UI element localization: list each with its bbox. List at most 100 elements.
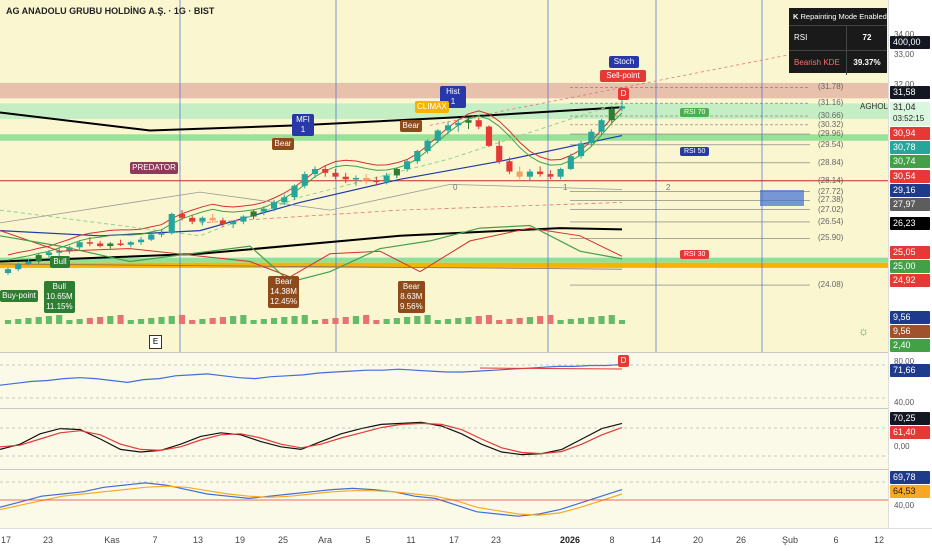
ma-red (7, 107, 623, 256)
kde-label: Bearish KDE (789, 51, 847, 75)
signal-marker-bear[interactable]: Bear (272, 138, 294, 150)
signal-marker-bear[interactable]: Bear 8.63M 9.56% (398, 281, 425, 313)
marker-label: CLIMAX (417, 102, 447, 111)
d-marker[interactable]: D (618, 88, 629, 100)
price-tag: 31,04 03:52:15 (890, 102, 930, 126)
stoch-k-line (0, 421, 623, 456)
stochastic-pane[interactable] (0, 409, 888, 469)
candle (547, 170, 554, 180)
volume-bar (588, 317, 595, 324)
signal-marker-label[interactable]: MFI 1 (292, 114, 314, 136)
marker-label: Bear (275, 277, 293, 286)
candle (86, 237, 93, 247)
stochastic-chart (0, 421, 888, 457)
candle (526, 168, 533, 181)
candle (4, 267, 12, 275)
candle (588, 129, 595, 146)
pane-separator[interactable] (0, 352, 932, 353)
candle (127, 240, 134, 248)
rsi-level-label: RSI 70 (680, 108, 710, 117)
signal-marker-sell[interactable]: Sell-point (600, 70, 646, 82)
candle (219, 217, 226, 227)
volume-bar (35, 317, 42, 324)
signal-marker-bear[interactable]: Bear (400, 120, 422, 132)
volume-bar (465, 317, 472, 324)
signal-marker-bull[interactable]: Bull (50, 256, 70, 268)
signal-marker-label[interactable]: Stoch (609, 56, 639, 68)
rsi-chart (0, 363, 888, 399)
price-tick: 40,00 (894, 398, 915, 407)
volume-bar (577, 318, 585, 324)
price-tag: 27,97 (890, 198, 930, 211)
candle (496, 140, 503, 164)
candle (301, 171, 308, 189)
candlestick-chart[interactable] (0, 0, 888, 352)
candle (608, 106, 615, 123)
tsi-line (0, 482, 623, 517)
ma-200-lower (0, 227, 623, 263)
main-chart-pane[interactable]: AG ANADOLU GRUBU HOLDİNG A.Ş. · 1G · BIS… (0, 0, 888, 352)
volume-bar (485, 315, 493, 324)
volume-bar (537, 316, 544, 324)
volume-bar (455, 318, 462, 324)
time-axis[interactable]: 17 23 Kas 7 13 19 25 Ara 5 11 17 23 2026 8 14 20 26 Şub 6 1… (0, 528, 932, 551)
volume-bar (598, 316, 605, 324)
pane-separator[interactable] (0, 469, 932, 470)
marker-label: Bear (274, 139, 292, 148)
signal-marker-predator[interactable]: PREDATOR (130, 162, 178, 174)
pane-separator[interactable] (0, 408, 932, 409)
rsi-price-tag: 71,66 (890, 364, 930, 377)
volume-bar (137, 319, 145, 324)
time-tick: 17 (0, 535, 12, 545)
rsi-pane[interactable] (0, 353, 888, 408)
tsi-pane[interactable] (0, 470, 888, 528)
signal-marker-buy[interactable]: Buy-point (0, 290, 38, 302)
support-band (0, 257, 888, 263)
candle (598, 118, 605, 135)
volume-bar (25, 318, 32, 324)
d-marker[interactable]: D (618, 355, 629, 367)
price-tick: 33,00 (894, 50, 915, 59)
volume-bar (209, 318, 216, 324)
candle (250, 210, 257, 220)
price-tag: 25,05 (890, 246, 930, 259)
stoch-d-line (0, 422, 623, 455)
volume-bar (178, 315, 186, 324)
marker-sub: 14.38M (270, 287, 297, 296)
sun-icon[interactable]: ☼ (858, 324, 869, 338)
volume-bar (281, 317, 288, 324)
candle (557, 167, 564, 180)
level-label: (28.84) (818, 157, 844, 167)
candle (56, 247, 63, 257)
candle (291, 184, 298, 200)
volume-bar (66, 320, 73, 324)
candle (444, 121, 452, 135)
price-tag: 29,16 (890, 184, 930, 197)
volume-bar (526, 317, 533, 324)
level-label: (25.90) (818, 233, 844, 243)
symbol-label: AGHOL (860, 102, 889, 111)
level-label: (24.08) (818, 280, 844, 290)
candle (158, 229, 165, 238)
price-tag: 30,54 (890, 170, 930, 183)
signal-marker-bull[interactable]: Bull 10.65M 11.15% (44, 281, 75, 313)
volume-bar (608, 315, 615, 324)
signal-marker-bear[interactable]: Bear 14.38M 12.45% (268, 276, 300, 308)
candle (230, 220, 237, 229)
volume-bar (250, 320, 257, 324)
volume-bar (352, 316, 360, 324)
price-tag: 25,00 (890, 260, 930, 273)
volume-bar (230, 316, 237, 324)
tsi-price-tag: 69,78 (890, 471, 930, 484)
candle (455, 118, 462, 132)
candle (66, 246, 73, 254)
info-icon: K (793, 12, 801, 21)
volume-bar (496, 320, 503, 324)
candle (506, 157, 513, 175)
candle (240, 215, 247, 225)
candle (342, 172, 349, 184)
time-tick: 8 (609, 535, 615, 545)
marker-sub: 1 (450, 97, 456, 106)
signal-marker-climax[interactable]: CLIMAX (415, 101, 449, 113)
event-marker-e[interactable]: E (149, 335, 162, 349)
